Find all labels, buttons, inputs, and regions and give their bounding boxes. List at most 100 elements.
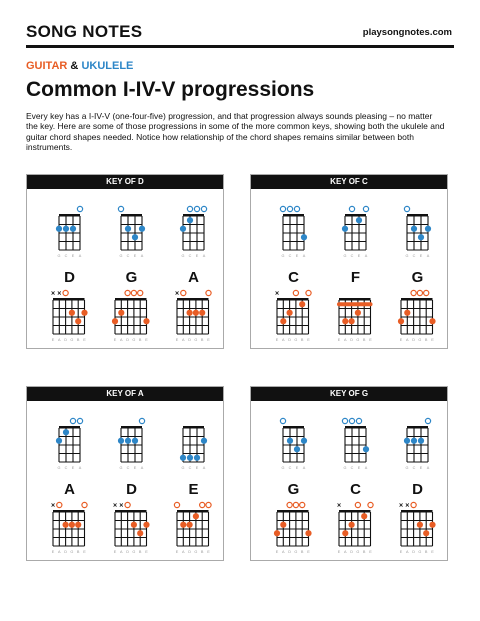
ukulele-open-icon (117, 205, 125, 213)
guitar-string-label: D (64, 550, 67, 554)
ukulele-string-label: G (182, 254, 185, 258)
guitar-string-label: E (114, 338, 117, 342)
ukulele-string-label: E (358, 254, 361, 258)
guitar-string-label: E (369, 338, 372, 342)
ukulele-string-label: A (427, 254, 430, 258)
guitar-string-label: D (288, 338, 291, 342)
ukulele-open-icon (279, 417, 287, 425)
guitar-string-label: D (64, 338, 67, 342)
ukulele-nut (59, 214, 80, 217)
guitar-string-label: D (288, 550, 291, 554)
guitar-string-label: A (120, 338, 123, 342)
ukulele-finger-dot (355, 217, 363, 224)
ukulele-finger-dot (341, 225, 349, 232)
guitar-string-label: A (282, 338, 285, 342)
ukulele-string-label: A (79, 466, 82, 470)
ukulele-finger-dot (300, 437, 308, 444)
guitar-string-label: E (176, 338, 179, 342)
ukulele-finger-dot (193, 454, 201, 461)
guitar-diagram: × ×E A D G B E (399, 501, 436, 554)
ukulele-finger-dot (417, 234, 425, 241)
subtitle: GUITAR & UKULELE (26, 60, 133, 72)
chord-diagrams: G C E AA×E A D G B EG C E AD× ×E A D G B EG C E AEE A D G B E (51, 417, 212, 554)
ukulele-nut (283, 214, 304, 217)
guitar-open-icon (422, 289, 430, 297)
chord-diagrams: G C E AC×E A D G B EG C E AFE A D G B EG C E AGE A D G B E (275, 205, 436, 342)
guitar-open-icon (205, 289, 212, 297)
guitar-finger-dot (348, 521, 355, 528)
guitar-string-label: E (176, 550, 179, 554)
guitar-open-icon (305, 289, 312, 297)
guitar-string-label: E (276, 550, 279, 554)
guitar-mute-icon: × (399, 503, 403, 510)
guitar-open-icon (367, 501, 374, 509)
ukulele-finger-dot (186, 454, 194, 461)
guitar-string-label: G (294, 338, 297, 342)
guitar-string-label: B (425, 338, 428, 342)
guitar-string-label: E (307, 338, 310, 342)
guitar-finger-dot (397, 318, 405, 325)
guitar-mute-icon: × (337, 503, 341, 510)
chord-name: E (188, 481, 198, 498)
guitar-finger-dot (299, 301, 306, 308)
guitar-open-icon (130, 289, 138, 297)
ukulele-nut (345, 426, 366, 429)
ukulele-string-label: C (351, 466, 354, 470)
ukulele-open-icon (362, 205, 370, 213)
ukulele-string-label: A (365, 466, 368, 470)
ukulele-finger-dot (286, 437, 294, 444)
guitar-string-label: A (58, 338, 61, 342)
guitar-finger-dot (62, 521, 69, 528)
site-url[interactable]: playsongnotes.com (362, 27, 452, 38)
guitar-string-label: D (350, 338, 353, 342)
guitar-open-icon (286, 501, 293, 509)
guitar-string-label: G (418, 550, 421, 554)
ukulele-string-label: C (127, 254, 130, 258)
guitar-nut (401, 510, 433, 513)
guitar-open-icon (292, 501, 300, 509)
guitar-string-label: G (194, 550, 197, 554)
guitar-diagram: × ×E A D G B E (51, 289, 88, 342)
guitar-finger-dot (404, 309, 411, 316)
ukulele-open-icon (76, 417, 84, 425)
ukulele-open-icon (69, 417, 77, 425)
guitar-open-icon (124, 501, 131, 509)
guitar-string-label: D (412, 338, 415, 342)
guitar-open-icon (299, 501, 306, 509)
ukulele-finger-dot (55, 225, 63, 232)
guitar-diagram: ×E A D G B E (337, 501, 374, 554)
ukulele-string-label: G (120, 466, 123, 470)
guitar-finger-dot (423, 530, 430, 537)
guitar-string-label: B (77, 338, 80, 342)
ukulele-string-label: A (303, 466, 306, 470)
ukulele-open-icon (76, 205, 84, 213)
guitar-nut (53, 510, 85, 513)
guitar-finger-dot (429, 318, 436, 325)
ukulele-open-icon (348, 205, 356, 213)
ukulele-string-label: A (141, 254, 144, 258)
guitar-open-icon (205, 501, 212, 509)
guitar-string-label: E (338, 338, 341, 342)
guitar-string-label: B (201, 338, 204, 342)
guitar-string-label: B (363, 338, 366, 342)
ukulele-string-label: G (406, 466, 409, 470)
key-panel: KEY OF C G C E A C × E A D G B E G C E A F E A D G B E G C E A G E A D G… (250, 174, 448, 349)
guitar-string-label: A (182, 550, 185, 554)
guitar-finger-dot (273, 530, 281, 537)
chord-name: G (412, 269, 424, 286)
guitar-diagram: ×E A D G B E (51, 501, 88, 554)
ukulele-open-icon (186, 205, 194, 213)
ukulele-string-label: G (344, 466, 347, 470)
ukulele-string-label: E (296, 254, 299, 258)
guitar-string-label: G (194, 338, 197, 342)
guitar-string-label: E (83, 338, 86, 342)
guitar-mute-icon: × (57, 291, 61, 298)
ukulele-string-label: G (182, 466, 185, 470)
guitar-open-icon (173, 501, 181, 509)
ukulele-string-label: C (413, 466, 416, 470)
guitar-nut (115, 298, 147, 301)
